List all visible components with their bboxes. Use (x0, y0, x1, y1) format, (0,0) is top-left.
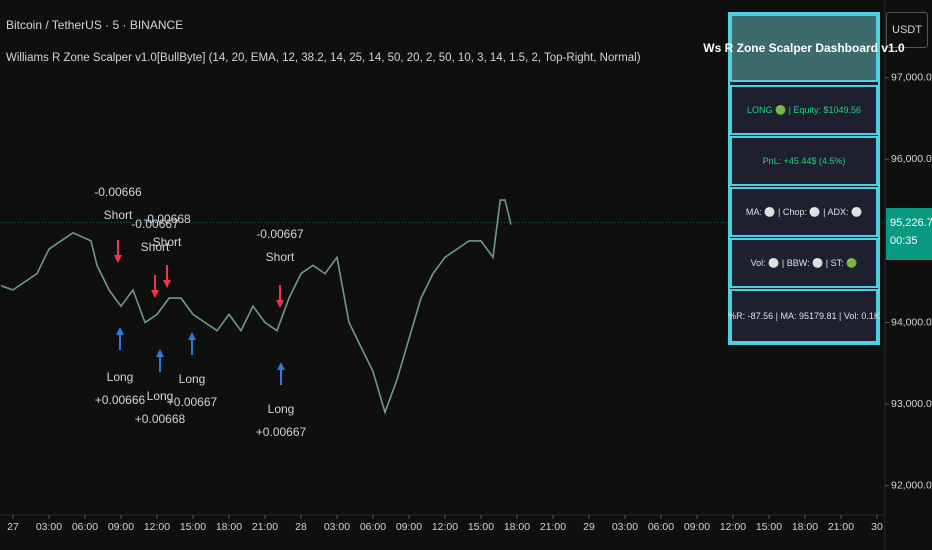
x-tick-label: 28 (295, 521, 307, 533)
dashboard-row: MA: ⚪ | Chop: ⚪ | ADX: ⚪ (730, 187, 878, 237)
x-tick-label: 09:00 (396, 521, 422, 533)
x-tick-label: 18:00 (792, 521, 818, 533)
y-tick-label: 94,000.00 (891, 316, 932, 328)
signal-label: -0.00668 (143, 212, 191, 226)
y-tick-label: 97,000.00 (891, 72, 932, 84)
x-tick-label: 21:00 (828, 521, 854, 533)
x-tick-label: 12:00 (144, 521, 170, 533)
y-tick-label: 92,000.00 (891, 479, 932, 491)
x-tick-label: 12:00 (432, 521, 458, 533)
signal-label: Short (141, 240, 170, 254)
x-tick-label: 18:00 (504, 521, 530, 533)
dashboard-row: LONG 🟢 | Equity: $1049.56 (730, 85, 878, 135)
signal-arrowhead (277, 362, 285, 370)
symbol-title: Bitcoin / TetherUS · 5 · BINANCE (6, 18, 184, 32)
x-tick-label: 21:00 (252, 521, 278, 533)
last-price-label: 95,226.74 00:35 (886, 208, 932, 260)
signal-arrowhead (188, 332, 196, 340)
signal-label: Long (179, 372, 206, 386)
signal-label: Short (153, 235, 182, 249)
dashboard-row: Vol: ⚪ | BBW: ⚪ | ST: 🟢 (730, 238, 878, 288)
x-tick-label: 27 (7, 521, 19, 533)
signal-label: Long (268, 402, 295, 416)
signal-label: Short (266, 250, 295, 264)
signal-label: +0.00667 (167, 395, 218, 409)
x-tick-label: 09:00 (108, 521, 134, 533)
x-tick-label: 03:00 (36, 521, 62, 533)
signal-arrowhead (116, 327, 124, 335)
x-tick-label: 03:00 (324, 521, 350, 533)
dashboard: Ws R Zone Scalper Dashboard v1.0 LONG 🟢 … (703, 12, 905, 345)
x-tick-label: 12:00 (720, 521, 746, 533)
x-tick-label: 06:00 (360, 521, 386, 533)
signal-arrowhead (156, 349, 164, 357)
signal-label: Short (104, 208, 133, 222)
currency-button[interactable]: USDT (886, 12, 928, 48)
x-tick-label: 03:00 (612, 521, 638, 533)
last-price: 95,226.74 (890, 217, 932, 229)
x-tick-label: 06:00 (648, 521, 674, 533)
signal-label: +0.00668 (135, 412, 186, 426)
y-tick-label: 93,000.00 (891, 398, 932, 410)
x-tick-label: 15:00 (756, 521, 782, 533)
dashboard-title: Ws R Zone Scalper Dashboard v1.0 (703, 14, 905, 82)
signal-arrowhead (114, 255, 122, 263)
y-tick-label: 96,000.00 (891, 153, 932, 165)
signal-arrowhead (163, 280, 171, 288)
x-tick-label: 15:00 (180, 521, 206, 533)
signal-label: -0.00666 (94, 185, 142, 199)
x-tick-label: 29 (583, 521, 595, 533)
signal-label: Long (107, 370, 134, 384)
x-tick-label: 06:00 (72, 521, 98, 533)
signal-label: -0.00667 (131, 217, 179, 231)
signal-label: +0.00667 (256, 425, 307, 439)
signal-arrowhead (151, 290, 159, 298)
x-tick-label: 21:00 (540, 521, 566, 533)
dashboard-row: PnL: +45.44$ (4.5%) (730, 136, 878, 186)
indicator-title: Williams R Zone Scalper v1.0[BullByte] (… (6, 52, 641, 64)
x-tick-label: 18:00 (216, 521, 242, 533)
price-line (0, 199, 512, 415)
signal-label: +0.00666 (95, 393, 146, 407)
countdown: 00:35 (890, 235, 918, 247)
signal-label: Long (147, 389, 174, 403)
x-tick-label: 09:00 (684, 521, 710, 533)
dashboard-row: %R: -87.56 | MA: 95179.81 | Vol: 0.1K (728, 289, 880, 343)
x-tick-label: 30 (871, 521, 883, 533)
x-tick-label: 15:00 (468, 521, 494, 533)
signal-label: -0.00667 (256, 227, 304, 241)
signal-arrowhead (276, 300, 284, 308)
